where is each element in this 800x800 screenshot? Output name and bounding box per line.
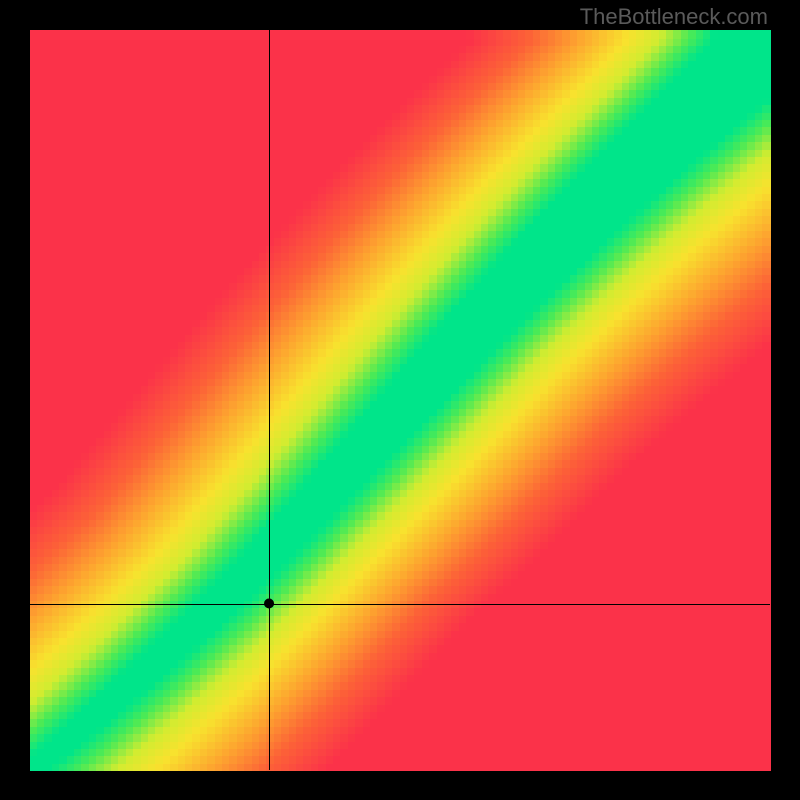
chart-container: TheBottleneck.com <box>0 0 800 800</box>
bottleneck-heatmap <box>0 0 800 800</box>
watermark-text: TheBottleneck.com <box>580 4 768 30</box>
